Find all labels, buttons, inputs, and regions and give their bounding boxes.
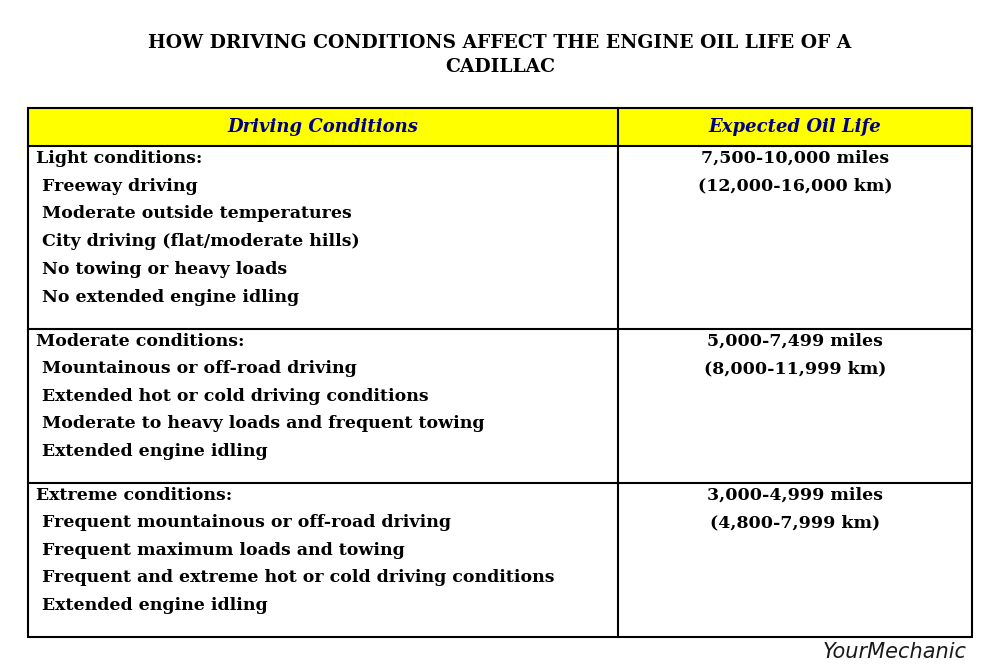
Bar <box>28 108 972 637</box>
Text: 3,000-4,999 miles: 3,000-4,999 miles <box>707 487 883 504</box>
Text: Expected Oil Life: Expected Oil Life <box>709 118 881 136</box>
Text: No towing or heavy loads: No towing or heavy loads <box>36 261 287 278</box>
Text: Frequent maximum loads and towing: Frequent maximum loads and towing <box>36 542 405 559</box>
Text: Frequent and extreme hot or cold driving conditions: Frequent and extreme hot or cold driving… <box>36 570 554 586</box>
Text: Moderate outside temperatures: Moderate outside temperatures <box>36 205 352 223</box>
Text: Moderate to heavy loads and frequent towing: Moderate to heavy loads and frequent tow… <box>36 416 484 432</box>
Bar <box>618 108 972 146</box>
Text: (8,000-11,999 km): (8,000-11,999 km) <box>704 360 886 378</box>
Text: Extended engine idling: Extended engine idling <box>36 597 268 614</box>
Text: Driving Conditions: Driving Conditions <box>228 118 418 136</box>
Text: Extended hot or cold driving conditions: Extended hot or cold driving conditions <box>36 388 429 405</box>
Text: Extreme conditions:: Extreme conditions: <box>36 487 232 504</box>
Text: Freeway driving: Freeway driving <box>36 177 198 195</box>
Text: City driving (flat/moderate hills): City driving (flat/moderate hills) <box>36 233 360 250</box>
Text: Frequent mountainous or off-road driving: Frequent mountainous or off-road driving <box>36 514 451 532</box>
Text: Light conditions:: Light conditions: <box>36 150 202 167</box>
Text: (12,000-16,000 km): (12,000-16,000 km) <box>698 177 892 195</box>
Text: No extended engine idling: No extended engine idling <box>36 289 299 305</box>
Text: 5,000-7,499 miles: 5,000-7,499 miles <box>707 333 883 350</box>
Text: HOW DRIVING CONDITIONS AFFECT THE ENGINE OIL LIFE OF A
CADILLAC: HOW DRIVING CONDITIONS AFFECT THE ENGINE… <box>148 34 852 76</box>
Text: Moderate conditions:: Moderate conditions: <box>36 333 244 350</box>
Text: 7,500-10,000 miles: 7,500-10,000 miles <box>701 150 889 167</box>
Text: (4,800-7,999 km): (4,800-7,999 km) <box>710 514 880 532</box>
Bar <box>28 108 618 146</box>
Text: Mountainous or off-road driving: Mountainous or off-road driving <box>36 360 357 378</box>
Text: Extended engine idling: Extended engine idling <box>36 443 268 460</box>
Text: YourMechanic: YourMechanic <box>823 642 967 662</box>
